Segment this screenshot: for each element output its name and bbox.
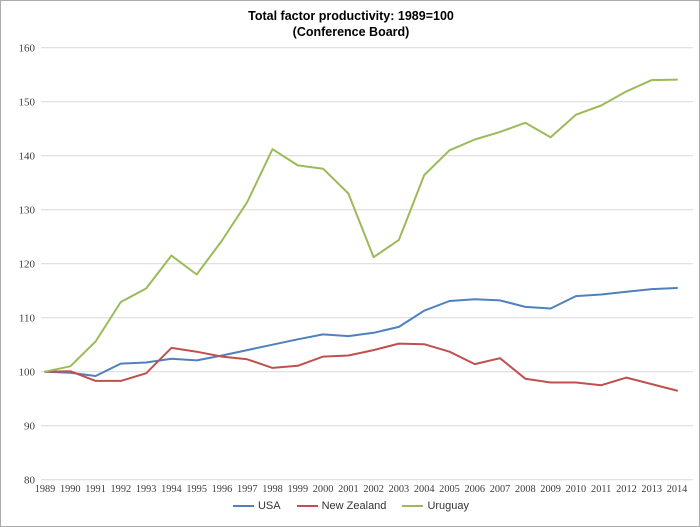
x-tick-label: 1989 xyxy=(35,484,56,495)
usa-line-swatch-icon xyxy=(232,505,254,507)
x-tick-label: 2005 xyxy=(439,484,460,495)
x-tick-label: 1996 xyxy=(212,484,233,495)
legend-label-uruguay: Uruguay xyxy=(427,500,470,512)
legend-item-usa: USA xyxy=(232,500,281,512)
x-tick-label: 1997 xyxy=(237,484,258,495)
new-zealand-line-swatch-icon xyxy=(296,505,318,507)
x-tick-label: 2006 xyxy=(464,484,485,495)
series-line-usa xyxy=(44,287,678,377)
x-tick-label: 2012 xyxy=(616,484,637,495)
x-tick-label: 2014 xyxy=(667,484,688,495)
uruguay-line-swatch-icon xyxy=(402,505,424,507)
legend-label-new-zealand: New Zealand xyxy=(321,500,387,512)
x-tick-label: 1998 xyxy=(262,484,283,495)
chart-title: Total factor productivity: 1989=100 (Con… xyxy=(1,8,699,40)
x-tick-label: 1991 xyxy=(85,484,106,495)
legend-item-uruguay: Uruguay xyxy=(402,500,469,512)
series-line-new-zealand xyxy=(44,342,678,392)
x-tick-label: 2001 xyxy=(338,484,359,495)
chart-title-line1: Total factor productivity: 1989=100 xyxy=(248,9,454,23)
x-tick-label: 2009 xyxy=(540,484,561,495)
y-tick-label: 90 xyxy=(24,421,36,433)
x-tick-label: 2013 xyxy=(641,484,662,495)
x-tick-label: 2004 xyxy=(414,484,435,495)
chart-title-line2: (Conference Board) xyxy=(292,25,410,39)
legend-label-usa: USA xyxy=(257,500,281,512)
x-tick-label: 2002 xyxy=(363,484,384,495)
x-tick-label: 2011 xyxy=(591,484,611,495)
x-tick-label: 2010 xyxy=(566,484,587,495)
x-tick-label: 2000 xyxy=(313,484,334,495)
series-line-uruguay xyxy=(44,78,678,373)
y-tick-label: 120 xyxy=(19,259,36,271)
y-tick-label: 140 xyxy=(19,151,36,163)
legend-item-new-zealand: New Zealand xyxy=(296,500,387,512)
x-tick-label: 1995 xyxy=(186,484,207,495)
legend: USA New Zealand Uruguay xyxy=(1,500,699,512)
y-tick-label: 150 xyxy=(19,97,36,109)
x-tick-label: 1993 xyxy=(136,484,157,495)
x-tick-label: 1992 xyxy=(111,484,132,495)
x-tick-label: 2007 xyxy=(490,484,511,495)
y-tick-label: 130 xyxy=(19,205,36,217)
x-tick-label: 1999 xyxy=(288,484,309,495)
x-tick-label: 1990 xyxy=(60,484,81,495)
x-tick-label: 1994 xyxy=(161,484,182,495)
y-tick-label: 110 xyxy=(19,313,36,325)
y-tick-label: 100 xyxy=(19,367,36,379)
y-tick-label: 80 xyxy=(24,475,36,487)
x-tick-label: 2008 xyxy=(515,484,536,495)
y-tick-label: 160 xyxy=(19,43,36,55)
x-tick-label: 2003 xyxy=(389,484,410,495)
